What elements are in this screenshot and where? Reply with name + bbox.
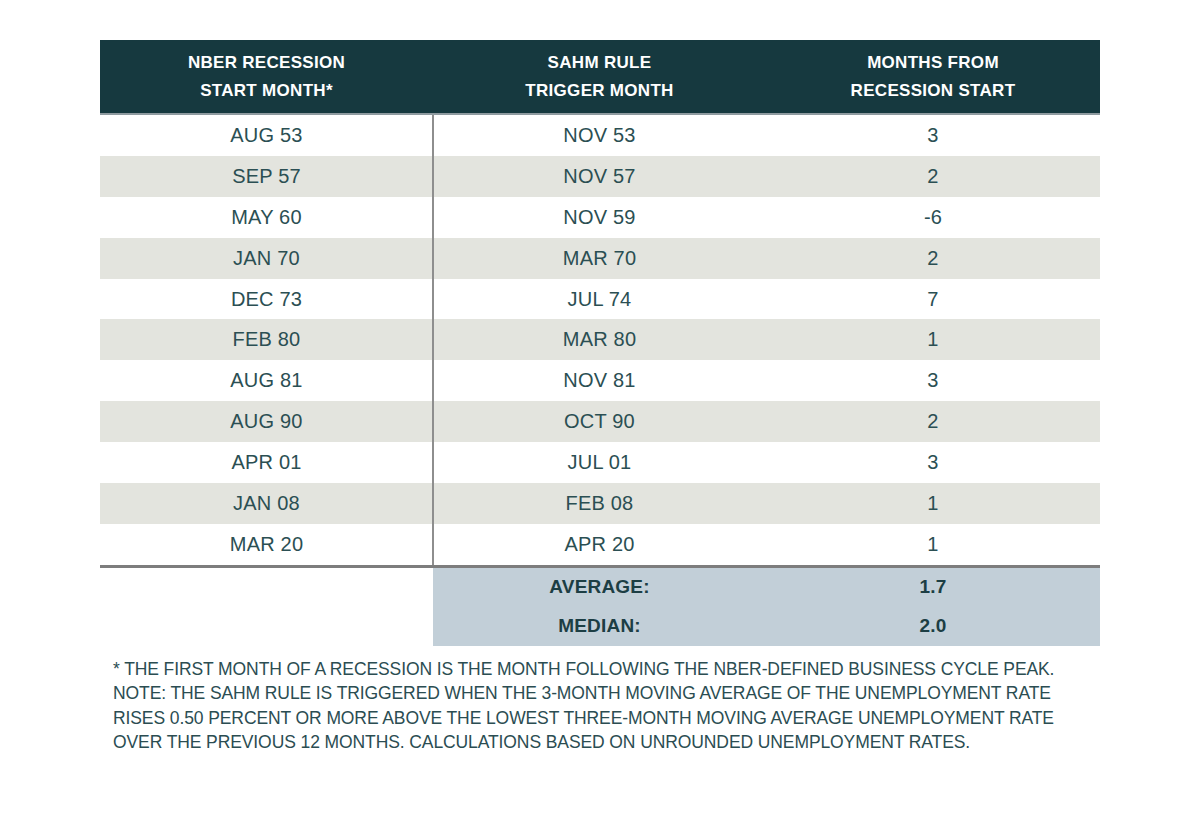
page-background: NBER RECESSION START MONTH* SAHM RULE TR… bbox=[0, 0, 1200, 818]
cell-trigger-month: NOV 81 bbox=[433, 360, 766, 401]
summary-panel: AVERAGE: 1.7 MEDIAN: 2.0 bbox=[433, 568, 1100, 646]
column-header-sahm-trigger: SAHM RULE TRIGGER MONTH bbox=[433, 40, 766, 113]
table-row: DEC 73 JUL 74 7 bbox=[100, 279, 1100, 320]
summary-median-value: 2.0 bbox=[766, 607, 1100, 646]
footnote-asterisk: * THE FIRST MONTH OF A RECESSION IS THE … bbox=[113, 657, 1078, 681]
header-line: START MONTH* bbox=[200, 77, 333, 105]
cell-recession-start: JAN 08 bbox=[100, 483, 433, 524]
table-header-row: NBER RECESSION START MONTH* SAHM RULE TR… bbox=[100, 40, 1100, 115]
cell-trigger-month: MAR 70 bbox=[433, 238, 766, 279]
cell-months-from-start: -6 bbox=[766, 197, 1100, 238]
cell-trigger-month: NOV 57 bbox=[433, 156, 766, 197]
cell-recession-start: MAY 60 bbox=[100, 197, 433, 238]
cell-months-from-start: 1 bbox=[766, 319, 1100, 360]
table-row: FEB 80 MAR 80 1 bbox=[100, 319, 1100, 360]
table-row: AUG 81 NOV 81 3 bbox=[100, 360, 1100, 401]
header-line: MONTHS FROM bbox=[867, 49, 999, 77]
footnotes: * THE FIRST MONTH OF A RECESSION IS THE … bbox=[113, 657, 1078, 755]
summary-average-label: AVERAGE: bbox=[433, 568, 766, 607]
cell-recession-start: FEB 80 bbox=[100, 319, 433, 360]
cell-months-from-start: 3 bbox=[766, 115, 1100, 156]
cell-months-from-start: 1 bbox=[766, 483, 1100, 524]
summary-average-value: 1.7 bbox=[766, 568, 1100, 607]
cell-trigger-month: APR 20 bbox=[433, 524, 766, 565]
footnote-sahm-rule-note: NOTE: THE SAHM RULE IS TRIGGERED WHEN TH… bbox=[113, 681, 1078, 754]
cell-recession-start: SEP 57 bbox=[100, 156, 433, 197]
column-header-months-from-start: MONTHS FROM RECESSION START bbox=[766, 40, 1100, 113]
summary-median-label: MEDIAN: bbox=[433, 607, 766, 646]
sahm-rule-table: NBER RECESSION START MONTH* SAHM RULE TR… bbox=[100, 40, 1100, 646]
table-row: AUG 53 NOV 53 3 bbox=[100, 115, 1100, 156]
cell-trigger-month: JUL 01 bbox=[433, 442, 766, 483]
cell-trigger-month: JUL 74 bbox=[433, 279, 766, 320]
table-row: MAY 60 NOV 59 -6 bbox=[100, 197, 1100, 238]
header-line: NBER RECESSION bbox=[188, 49, 345, 77]
table-body: AUG 53 NOV 53 3 SEP 57 NOV 57 2 MAY 60 N… bbox=[100, 115, 1100, 565]
header-line: SAHM RULE bbox=[548, 49, 652, 77]
cell-months-from-start: 7 bbox=[766, 279, 1100, 320]
table-row: JAN 08 FEB 08 1 bbox=[100, 483, 1100, 524]
column-header-nber-recession-start: NBER RECESSION START MONTH* bbox=[100, 40, 433, 113]
cell-recession-start: DEC 73 bbox=[100, 279, 433, 320]
cell-recession-start: APR 01 bbox=[100, 442, 433, 483]
cell-months-from-start: 2 bbox=[766, 401, 1100, 442]
cell-trigger-month: MAR 80 bbox=[433, 319, 766, 360]
cell-trigger-month: NOV 53 bbox=[433, 115, 766, 156]
cell-recession-start: JAN 70 bbox=[100, 238, 433, 279]
cell-trigger-month: OCT 90 bbox=[433, 401, 766, 442]
cell-recession-start: AUG 90 bbox=[100, 401, 433, 442]
cell-recession-start: AUG 53 bbox=[100, 115, 433, 156]
header-line: RECESSION START bbox=[851, 77, 1016, 105]
table-row: JAN 70 MAR 70 2 bbox=[100, 238, 1100, 279]
header-line: TRIGGER MONTH bbox=[525, 77, 673, 105]
cell-recession-start: MAR 20 bbox=[100, 524, 433, 565]
cell-months-from-start: 3 bbox=[766, 360, 1100, 401]
cell-recession-start: AUG 81 bbox=[100, 360, 433, 401]
table-row: AUG 90 OCT 90 2 bbox=[100, 401, 1100, 442]
table-row: MAR 20 APR 20 1 bbox=[100, 524, 1100, 565]
cell-months-from-start: 2 bbox=[766, 238, 1100, 279]
column-divider-line bbox=[432, 115, 434, 565]
table-row: APR 01 JUL 01 3 bbox=[100, 442, 1100, 483]
cell-months-from-start: 2 bbox=[766, 156, 1100, 197]
cell-months-from-start: 3 bbox=[766, 442, 1100, 483]
cell-trigger-month: FEB 08 bbox=[433, 483, 766, 524]
cell-trigger-month: NOV 59 bbox=[433, 197, 766, 238]
table-row: SEP 57 NOV 57 2 bbox=[100, 156, 1100, 197]
cell-months-from-start: 1 bbox=[766, 524, 1100, 565]
